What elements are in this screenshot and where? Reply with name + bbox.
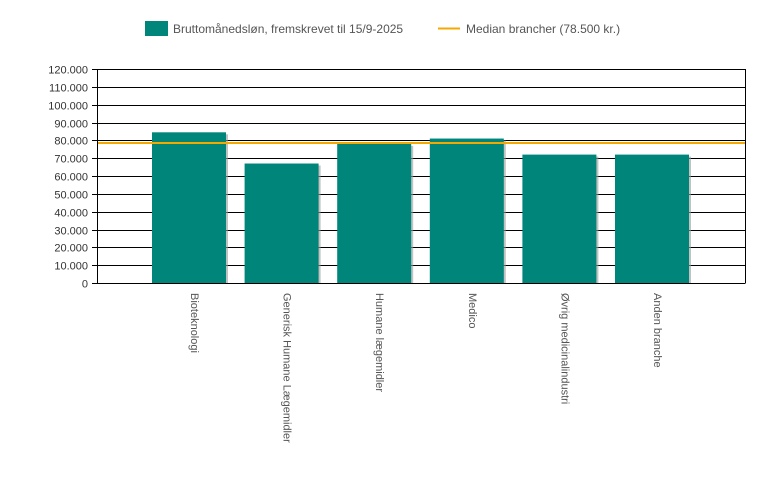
y-tick-label: 100.000 bbox=[48, 101, 88, 113]
x-category-label: Øvrig medicinalindustri bbox=[558, 293, 570, 404]
y-tick-label: 0 bbox=[82, 279, 88, 291]
y-tick-label: 20.000 bbox=[54, 243, 88, 255]
bar bbox=[522, 154, 597, 283]
bar bbox=[615, 154, 689, 283]
bar bbox=[244, 163, 319, 283]
y-tick-label: 120.000 bbox=[48, 65, 88, 77]
y-tick-label: 110.000 bbox=[49, 83, 88, 95]
y-tick-label: 40.000 bbox=[54, 208, 88, 220]
y-tick-label: 80.000 bbox=[54, 136, 88, 148]
y-tick-label: 90.000 bbox=[54, 119, 88, 131]
y-tick-label: 70.000 bbox=[54, 154, 88, 166]
bar bbox=[152, 132, 226, 283]
y-tick-label: 30.000 bbox=[54, 226, 88, 238]
x-category-label: Generisk Humane Lægemidler bbox=[281, 293, 293, 443]
legend: Bruttomånedsløn, fremskrevet til 15/9-20… bbox=[145, 21, 620, 36]
legend-label-bars: Bruttomånedsløn, fremskrevet til 15/9-20… bbox=[173, 22, 403, 36]
y-axis-tick-labels: 0 10.000 20.000 30.000 40.000 50.000 60.000 70.… bbox=[48, 65, 88, 291]
legend-label-median-line: Median brancher (78.500 kr.) bbox=[466, 22, 620, 36]
y-tick-label: 10.000 bbox=[54, 261, 88, 273]
x-category-label: Anden branche bbox=[651, 293, 663, 368]
bar bbox=[337, 143, 412, 283]
y-tick-label: 60.000 bbox=[54, 172, 88, 184]
y-tick-label: 50.000 bbox=[54, 190, 88, 202]
x-category-label: Humane lægemidler bbox=[373, 293, 385, 392]
x-category-label: Medico bbox=[466, 293, 478, 328]
bar bbox=[429, 138, 504, 283]
x-axis-category-labels: Bioteknologi Generisk Humane Lægemidler Hu… bbox=[188, 293, 663, 443]
bars bbox=[152, 132, 691, 283]
legend-swatch-bars bbox=[145, 21, 168, 36]
x-category-label: Bioteknologi bbox=[188, 293, 200, 353]
axes bbox=[92, 69, 746, 284]
